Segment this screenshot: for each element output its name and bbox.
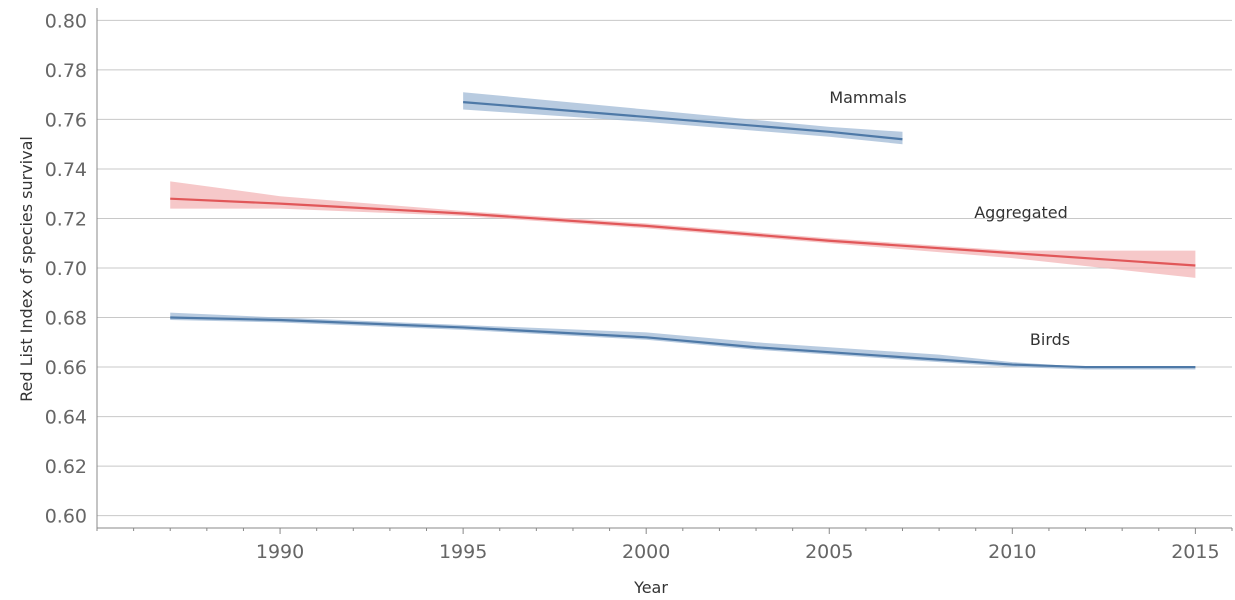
y-tick-label: 0.70 xyxy=(45,258,87,280)
series-label-aggregated: Aggregated xyxy=(974,203,1068,222)
x-tick-label: 1995 xyxy=(439,541,487,563)
x-tick-label: 2015 xyxy=(1171,541,1219,563)
y-tick-label: 0.66 xyxy=(45,357,87,379)
series-line-aggregated xyxy=(170,197,1196,267)
series-labels: Mammals Aggregated Birds xyxy=(829,88,1070,349)
y-tick-label: 0.80 xyxy=(45,10,87,32)
x-tick-label: 2005 xyxy=(805,541,853,563)
x-tick-label: 1990 xyxy=(256,541,304,563)
series-label-birds: Birds xyxy=(1030,330,1070,349)
confidence-bands xyxy=(170,92,1196,370)
x-tick-label: 2000 xyxy=(622,541,670,563)
y-tick-label: 0.68 xyxy=(45,308,87,330)
gridlines xyxy=(97,19,1232,517)
y-tick-label: 0.60 xyxy=(45,506,87,528)
y-tick-label: 0.72 xyxy=(45,208,87,230)
y-tick-label: 0.62 xyxy=(45,456,87,478)
y-tick-label: 0.78 xyxy=(45,60,87,82)
x-axis-title: Year xyxy=(633,578,668,597)
y-tick-label: 0.64 xyxy=(45,407,87,429)
confidence-band-mammals xyxy=(463,92,903,145)
y-tick-label: 0.74 xyxy=(45,159,87,181)
series-line-birds xyxy=(170,316,1196,369)
series-label-mammals: Mammals xyxy=(829,88,906,107)
y-axis-title: Red List Index of species survival xyxy=(17,136,36,402)
x-tick-label: 2010 xyxy=(988,541,1036,563)
series-lines xyxy=(170,100,1196,369)
axes: 0.60 0.62 0.64 0.66 0.68 0.70 0.72 0.74 0.76 0.78… xyxy=(45,8,1233,563)
y-tick-label: 0.76 xyxy=(45,109,87,131)
series-line-mammals xyxy=(463,100,903,141)
